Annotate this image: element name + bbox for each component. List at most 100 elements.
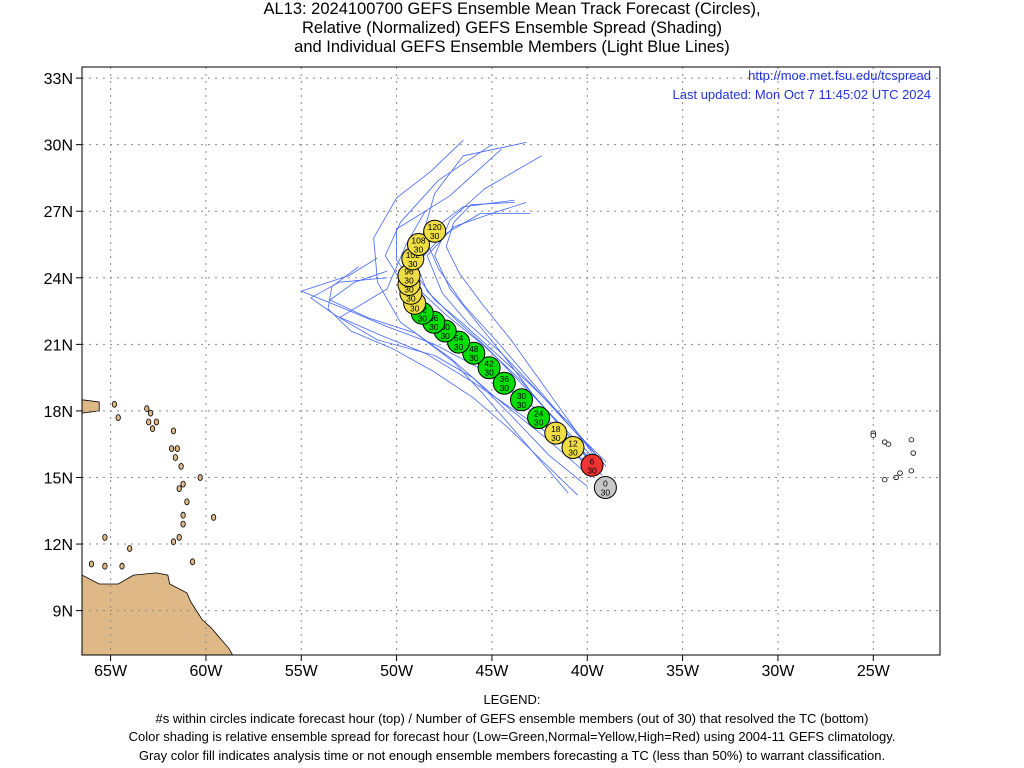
member-count-label: 30 bbox=[484, 368, 494, 378]
forecast-hour-label: 12 bbox=[568, 439, 578, 449]
mean-track-circle bbox=[407, 233, 430, 256]
x-tick-label: 35W bbox=[666, 663, 700, 680]
land-layer bbox=[36, 399, 917, 655]
caribbean-island bbox=[170, 427, 177, 435]
caribbean-island bbox=[127, 545, 133, 552]
member-count-label: 30 bbox=[551, 433, 561, 443]
tick-layer: 65W 60W 55W 50W 45W 40W 35W 30W 25W 9N 12N 15N 18N 21… bbox=[44, 71, 891, 680]
member-count-label: 30 bbox=[404, 276, 414, 286]
mean-track-circle bbox=[544, 421, 568, 445]
caribbean-island bbox=[36, 539, 40, 545]
caribbean-island bbox=[102, 534, 108, 541]
caribbean-island bbox=[102, 562, 108, 570]
legend: LEGEND: #s within circles indicate forec… bbox=[0, 691, 1024, 765]
mean-track-circle bbox=[580, 453, 604, 477]
member-count-label: 30 bbox=[440, 331, 450, 341]
cape-verde-island bbox=[870, 432, 877, 438]
cape-verde-island bbox=[897, 470, 903, 476]
y-tick-label: 12N bbox=[44, 537, 73, 554]
forecast-hour-label: 30 bbox=[517, 391, 527, 401]
x-tick-label: 40W bbox=[571, 663, 605, 680]
x-tick-label: 25W bbox=[857, 663, 891, 680]
forecast-hour-label: 96 bbox=[404, 267, 414, 277]
ensemble-member-track bbox=[445, 202, 598, 460]
cape-verde-island bbox=[881, 477, 888, 483]
forecast-hour-label: 36 bbox=[500, 374, 510, 384]
member-count-label: 30 bbox=[534, 418, 544, 428]
grid-layer bbox=[82, 67, 940, 655]
caribbean-island bbox=[146, 418, 152, 426]
member-count-label: 30 bbox=[517, 400, 527, 410]
title-line-2: Relative (Normalized) GEFS Ensemble Spre… bbox=[301, 19, 722, 37]
mean-track-circle bbox=[561, 436, 585, 459]
caribbean-island bbox=[172, 454, 178, 461]
member-count-label: 30 bbox=[406, 293, 416, 303]
member-count-label: 30 bbox=[410, 303, 420, 313]
x-tick-label: 30W bbox=[761, 663, 795, 680]
member-count-label: 30 bbox=[430, 231, 440, 241]
caribbean-island bbox=[144, 405, 150, 413]
caribbean-island bbox=[211, 514, 217, 521]
cape-verde-island bbox=[908, 437, 915, 443]
forecast-hour-label: 102 bbox=[406, 250, 420, 260]
caribbean-island bbox=[176, 485, 182, 493]
forecast-hour-label: 48 bbox=[469, 344, 479, 354]
south-america-land bbox=[82, 572, 234, 655]
caribbean-island bbox=[170, 538, 177, 546]
caribbean-island bbox=[190, 558, 196, 566]
caribbean-island bbox=[180, 511, 186, 519]
caribbean-island bbox=[111, 400, 118, 408]
forecast-hour-label: 6 bbox=[590, 456, 595, 466]
ensemble-member-track bbox=[329, 270, 569, 494]
caribbean-island bbox=[180, 520, 186, 528]
last-updated-text: Last updated: Mon Oct 7 11:45:02 UTC 202… bbox=[673, 87, 931, 102]
x-tick-label: 45W bbox=[475, 663, 509, 680]
mean-track-circle bbox=[477, 356, 501, 380]
y-tick-label: 9N bbox=[53, 604, 73, 621]
legend-line-shading: Color shading is relative ensemble sprea… bbox=[128, 729, 896, 744]
forecast-hour-label: 108 bbox=[411, 236, 425, 246]
ensemble-member-track bbox=[339, 211, 588, 487]
caribbean-island bbox=[169, 445, 175, 453]
y-tick-label: 18N bbox=[44, 404, 73, 421]
member-count-label: 30 bbox=[568, 448, 578, 458]
ensemble-member-track bbox=[373, 139, 592, 478]
title-line-1: AL13: 2024100700 GEFS Ensemble Mean Trac… bbox=[263, 0, 761, 18]
y-tick-label: 30N bbox=[44, 138, 73, 155]
y-tick-label: 21N bbox=[44, 337, 73, 354]
forecast-hour-label: 60 bbox=[440, 322, 450, 332]
source-url-link[interactable]: http://moe.met.fsu.edu/tcspread bbox=[748, 68, 931, 83]
caribbean-island bbox=[119, 562, 125, 570]
y-tick-label: 24N bbox=[44, 271, 73, 288]
x-tick-label: 60W bbox=[189, 663, 223, 680]
ensemble-member-track bbox=[422, 142, 607, 467]
mean-track-circle bbox=[492, 371, 516, 395]
ensemble-member-track bbox=[434, 155, 596, 465]
legend-line-circles: #s within circles indicate forecast hour… bbox=[155, 710, 869, 726]
legend-heading: LEGEND: bbox=[483, 692, 541, 707]
member-count-label: 30 bbox=[404, 284, 414, 294]
caribbean-island bbox=[178, 462, 184, 470]
member-count-label: 30 bbox=[414, 245, 424, 255]
mean-track-circle bbox=[593, 476, 617, 499]
y-tick-label: 33N bbox=[44, 71, 73, 88]
y-tick-label: 27N bbox=[44, 204, 73, 221]
member-count-label: 30 bbox=[469, 353, 479, 363]
title-line-3: and Individual GEFS Ensemble Members (Li… bbox=[294, 38, 730, 56]
forecast-hour-label: 66 bbox=[429, 313, 439, 323]
caribbean-island bbox=[149, 425, 156, 433]
x-tick-label: 65W bbox=[94, 663, 128, 680]
forecast-hour-label: 18 bbox=[551, 424, 561, 434]
x-tick-label: 55W bbox=[285, 663, 319, 680]
mean-track-circle bbox=[510, 388, 533, 412]
cape-verde-island bbox=[885, 441, 892, 447]
caribbean-island bbox=[115, 414, 121, 422]
caribbean-island bbox=[153, 418, 159, 426]
puerto-rico-land bbox=[82, 399, 100, 414]
forecast-hour-label: 42 bbox=[484, 359, 494, 369]
cape-verde-island bbox=[908, 468, 915, 474]
chart-title: AL13: 2024100700 GEFS Ensemble Mean Trac… bbox=[0, 0, 1024, 57]
ensemble-member-track bbox=[310, 277, 603, 476]
caribbean-island bbox=[88, 560, 95, 568]
